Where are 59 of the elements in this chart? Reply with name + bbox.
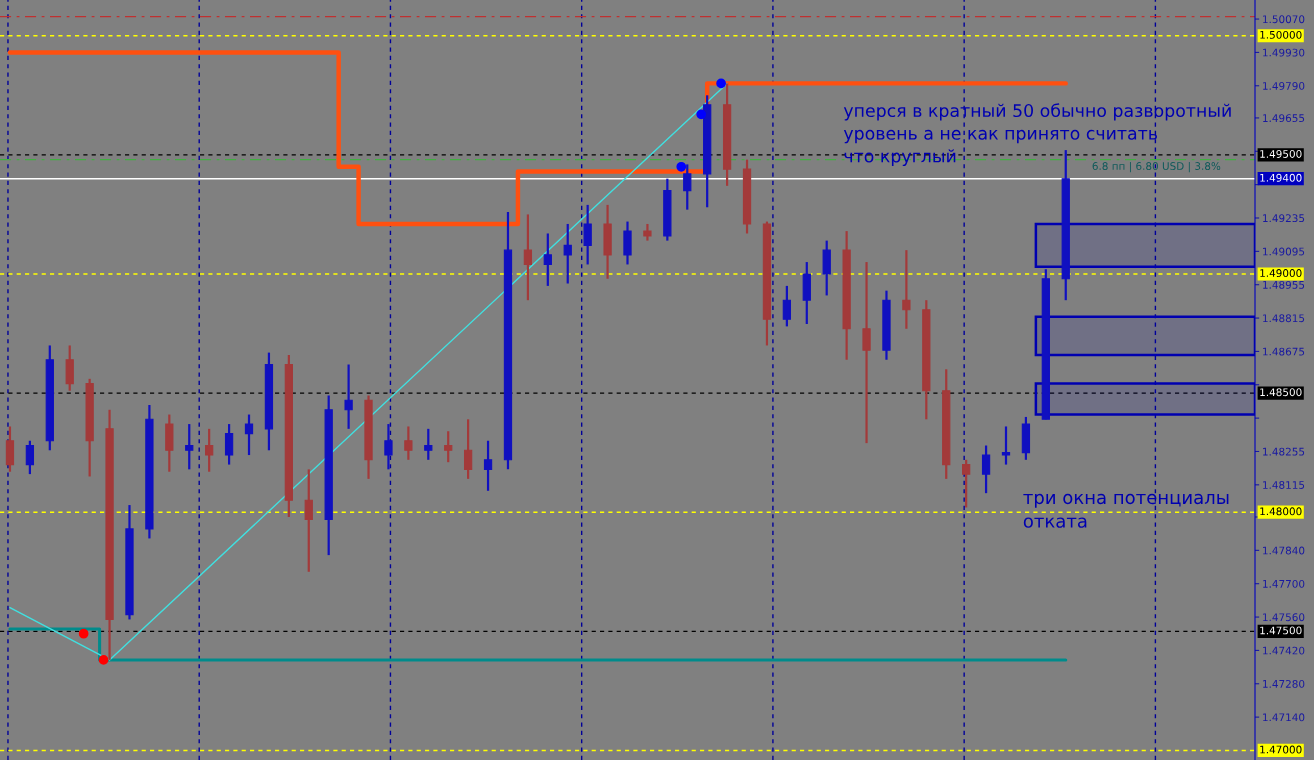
candlestick xyxy=(782,284,792,328)
candlestick xyxy=(962,458,971,509)
ref-line-label: 1.49400 xyxy=(1260,173,1302,182)
candlestick xyxy=(623,220,632,266)
ref-line-label: 1.48500 xyxy=(1260,388,1302,397)
point xyxy=(98,655,109,665)
candlestick xyxy=(205,427,214,473)
point xyxy=(696,109,707,120)
y-tick-label: 1.48255 xyxy=(1263,447,1305,456)
y-tick-label: 1.50070 xyxy=(1263,15,1305,24)
candlestick xyxy=(384,422,393,471)
candlestick xyxy=(224,422,234,466)
y-tick-label: 1.47420 xyxy=(1263,646,1305,655)
ref-line-label: 1.47000 xyxy=(1260,745,1302,754)
y-tick-label: 1.49790 xyxy=(1263,81,1305,90)
annotation: 6.8 пп | 6.80 USD | 3.8% xyxy=(1092,161,1221,173)
y-tick-label: 1.48955 xyxy=(1263,280,1305,289)
point xyxy=(716,78,726,89)
candlestick xyxy=(463,418,473,480)
ref-line-label: 1.47500 xyxy=(1260,626,1302,635)
y-tick-label: 1.48815 xyxy=(1263,314,1305,323)
candlestick xyxy=(304,468,313,573)
ref-line-label: 1.50000 xyxy=(1260,30,1302,39)
candlestick xyxy=(444,430,453,464)
point xyxy=(78,628,89,639)
y-tick-label: 1.49095 xyxy=(1263,247,1305,256)
y-tick-label: 1.49655 xyxy=(1263,114,1305,123)
candlestick xyxy=(5,425,15,473)
candlestick xyxy=(583,203,592,266)
candlestick xyxy=(543,232,552,287)
point xyxy=(676,161,687,172)
candlestick xyxy=(25,439,35,476)
candlestick xyxy=(523,213,533,302)
candlestick xyxy=(344,363,353,430)
candlestick xyxy=(902,249,911,330)
y-tick-label: 1.47280 xyxy=(1263,679,1305,688)
candlestick xyxy=(1001,425,1011,466)
y-tick-label: 1.49930 xyxy=(1263,48,1305,57)
candlestick xyxy=(424,427,433,461)
candlestick xyxy=(185,422,194,471)
y-tick-label: 1.47700 xyxy=(1263,579,1305,588)
y-tick-label: 1.47840 xyxy=(1263,546,1305,555)
candlestick xyxy=(862,260,871,445)
candlestick xyxy=(65,344,74,392)
y-tick-label: 1.47140 xyxy=(1263,713,1305,722)
candlestick xyxy=(244,413,254,457)
ref-line-label: 1.48000 xyxy=(1260,507,1302,516)
ref-line-label: 1.49000 xyxy=(1260,269,1302,277)
ref-line-label: 1.49500 xyxy=(1260,150,1302,158)
candlestick xyxy=(822,239,831,297)
y-tick-label: 1.48115 xyxy=(1263,481,1305,489)
y-tick-label: 1.47560 xyxy=(1263,613,1305,622)
y-tick-label: 1.48675 xyxy=(1263,347,1305,356)
candlestick xyxy=(483,439,493,492)
candlestick xyxy=(563,222,572,285)
candlestick xyxy=(404,425,413,461)
annotation: три окна потенциалы отката xyxy=(1023,493,1229,528)
y-tick-label: 1.49235 xyxy=(1263,214,1305,223)
candlestick xyxy=(981,444,991,495)
